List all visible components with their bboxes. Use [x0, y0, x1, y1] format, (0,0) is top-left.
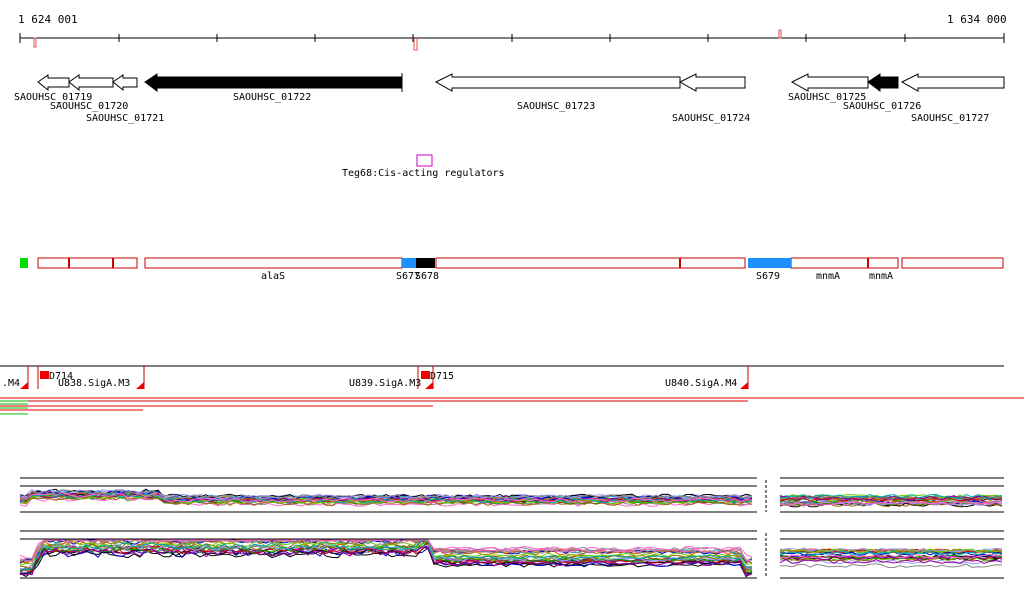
gene-arrow-saouhsc-01727[interactable] — [900, 73, 1005, 92]
sigma-track: .M4 U838.SigA.M3 U839.SigA.M3 U840.SigA.… — [0, 365, 1004, 389]
gene-label: SAOUHSC_01726 — [843, 101, 921, 112]
transcript-segment[interactable] — [144, 257, 403, 269]
gene-arrow-saouhsc-01721[interactable] — [112, 74, 138, 92]
regulator-track: Teg68:Cis-acting regulators — [342, 154, 505, 179]
transcript-segment[interactable] — [790, 257, 899, 269]
transcript-label: S677 — [396, 271, 420, 282]
ruler-start-label: 1 624 001 — [18, 13, 78, 26]
gene-label: SAOUHSC_01722 — [233, 92, 311, 103]
gene-label: SAOUHSC_01725 — [788, 92, 866, 103]
gene-arrow-saouhsc-01726[interactable] — [867, 73, 899, 92]
sigma-label: U838.SigA.M3 — [58, 378, 130, 389]
promoter-marker-d714[interactable] — [40, 371, 49, 379]
gene-labels: SAOUHSC_01719 SAOUHSC_01720 SAOUHSC_0172… — [14, 92, 989, 124]
gene-arrow-saouhsc-01722[interactable] — [144, 73, 403, 92]
regulator-box[interactable] — [416, 154, 433, 167]
transcript-label: mnmA — [869, 271, 893, 282]
gene-track — [37, 73, 1005, 92]
read-coverage-lines — [0, 397, 1024, 415]
green-marker — [20, 258, 28, 268]
ruler-end-label: 1 634 000 — [947, 13, 1007, 26]
transcript-labels: alaS S677 S678 S679 mnmA mnmA — [261, 271, 893, 282]
sigma-label: D714 — [49, 371, 73, 382]
gene-label: SAOUHSC_01721 — [86, 113, 164, 124]
gene-label: SAOUHSC_01727 — [911, 113, 989, 124]
transcript-label: mnmA — [816, 271, 840, 282]
transcript-label: alaS — [261, 271, 285, 282]
expression-profile-bottom — [19, 530, 1004, 579]
sigma-label: .M4 — [2, 378, 20, 389]
regulator-label: Teg68:Cis-acting regulators — [342, 168, 505, 179]
transcript-label: S679 — [756, 271, 780, 282]
transcript-track — [20, 257, 1004, 269]
transcript-segment[interactable] — [435, 257, 746, 269]
gene-arrow-saouhsc-01720[interactable] — [68, 74, 114, 92]
gene-label: SAOUHSC_01724 — [672, 113, 750, 124]
gene-arrow-saouhsc-01725[interactable] — [790, 73, 869, 92]
transcript-segment[interactable] — [37, 257, 138, 269]
segment-s679[interactable] — [748, 258, 791, 268]
gene-arrow-saouhsc-01723[interactable] — [434, 73, 681, 92]
gene-arrow-saouhsc-01724[interactable] — [678, 73, 746, 92]
gene-label: SAOUHSC_01719 — [14, 92, 92, 103]
sigma-label: D715 — [430, 371, 454, 382]
sigma-label: U840.SigA.M4 — [665, 378, 737, 389]
transcript-label: S678 — [415, 271, 439, 282]
gene-label: SAOUHSC_01723 — [517, 101, 595, 112]
gene-arrow-saouhsc-01719[interactable] — [37, 74, 70, 92]
promoter-marker-d715[interactable] — [421, 371, 430, 379]
segment-s678[interactable] — [416, 258, 435, 268]
segment-s677[interactable] — [402, 258, 416, 268]
gene-label: SAOUHSC_01720 — [50, 101, 128, 112]
coordinate-ruler: 1 624 001 1 634 000 — [18, 13, 1007, 51]
transcript-segment[interactable] — [901, 257, 1004, 269]
sigma-label: U839.SigA.M3 — [349, 378, 421, 389]
expression-profile-top — [19, 477, 1004, 513]
